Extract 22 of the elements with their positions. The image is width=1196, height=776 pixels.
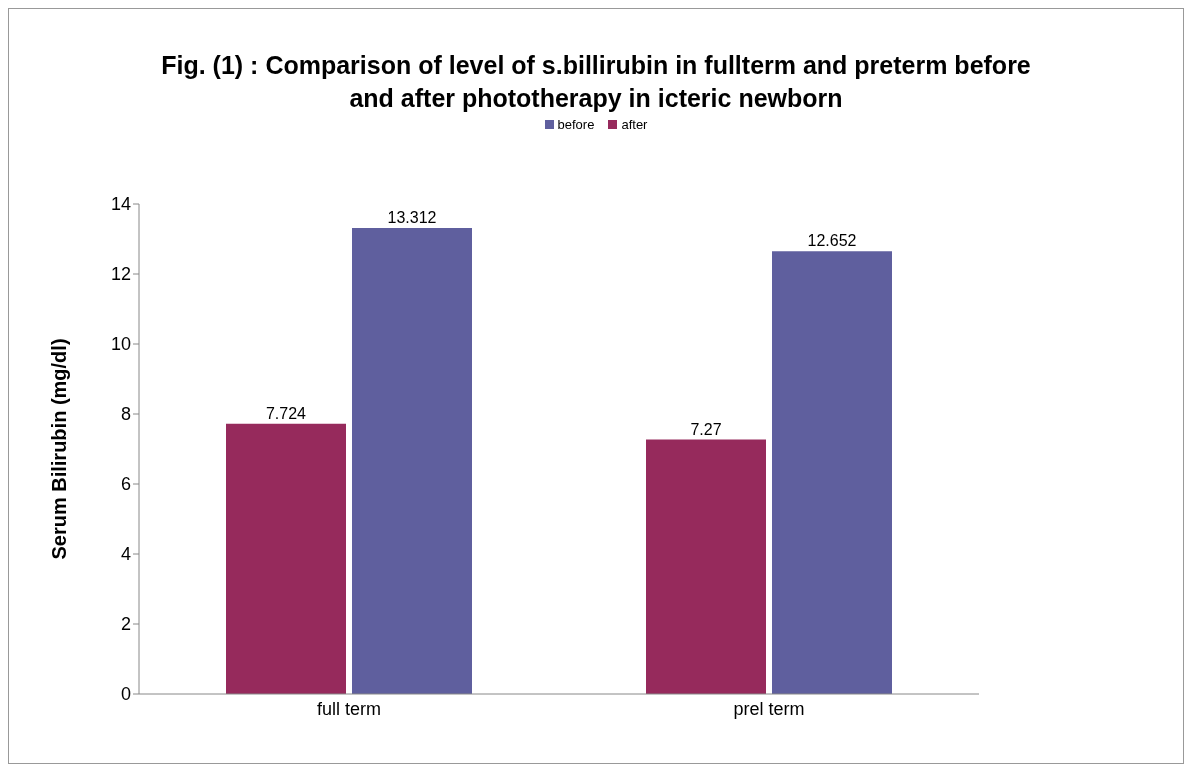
chart-title: Fig. (1) : Comparison of level of s.billirubin in fullterm and preterm before and after phototherapy in icteric newborn bbox=[160, 50, 1032, 114]
bar bbox=[772, 251, 892, 694]
y-tick-label: 0 bbox=[120, 684, 131, 705]
data-label: 13.312 bbox=[387, 209, 437, 227]
y-tick-label: 10 bbox=[110, 334, 131, 355]
bar bbox=[352, 228, 472, 694]
x-tick-label: full term bbox=[316, 698, 382, 719]
y-tick-label: 4 bbox=[120, 544, 131, 565]
y-tick-label: 6 bbox=[120, 474, 131, 495]
data-label: 12.652 bbox=[807, 232, 857, 250]
data-label: 7.27 bbox=[690, 420, 722, 438]
legend-label: after bbox=[620, 117, 648, 132]
bar bbox=[226, 423, 346, 694]
bar bbox=[646, 439, 766, 694]
y-tick-label: 2 bbox=[120, 614, 131, 635]
y-tick-label: 8 bbox=[120, 404, 131, 425]
y-tick-label: 14 bbox=[110, 194, 131, 215]
y-tick-label: 12 bbox=[110, 264, 131, 285]
legend-label: before bbox=[556, 117, 595, 132]
data-label: 7.724 bbox=[265, 404, 307, 422]
y-axis-title: Serum Bilirubin (mg/dl) bbox=[48, 338, 71, 560]
x-tick-label: prel term bbox=[733, 698, 805, 719]
